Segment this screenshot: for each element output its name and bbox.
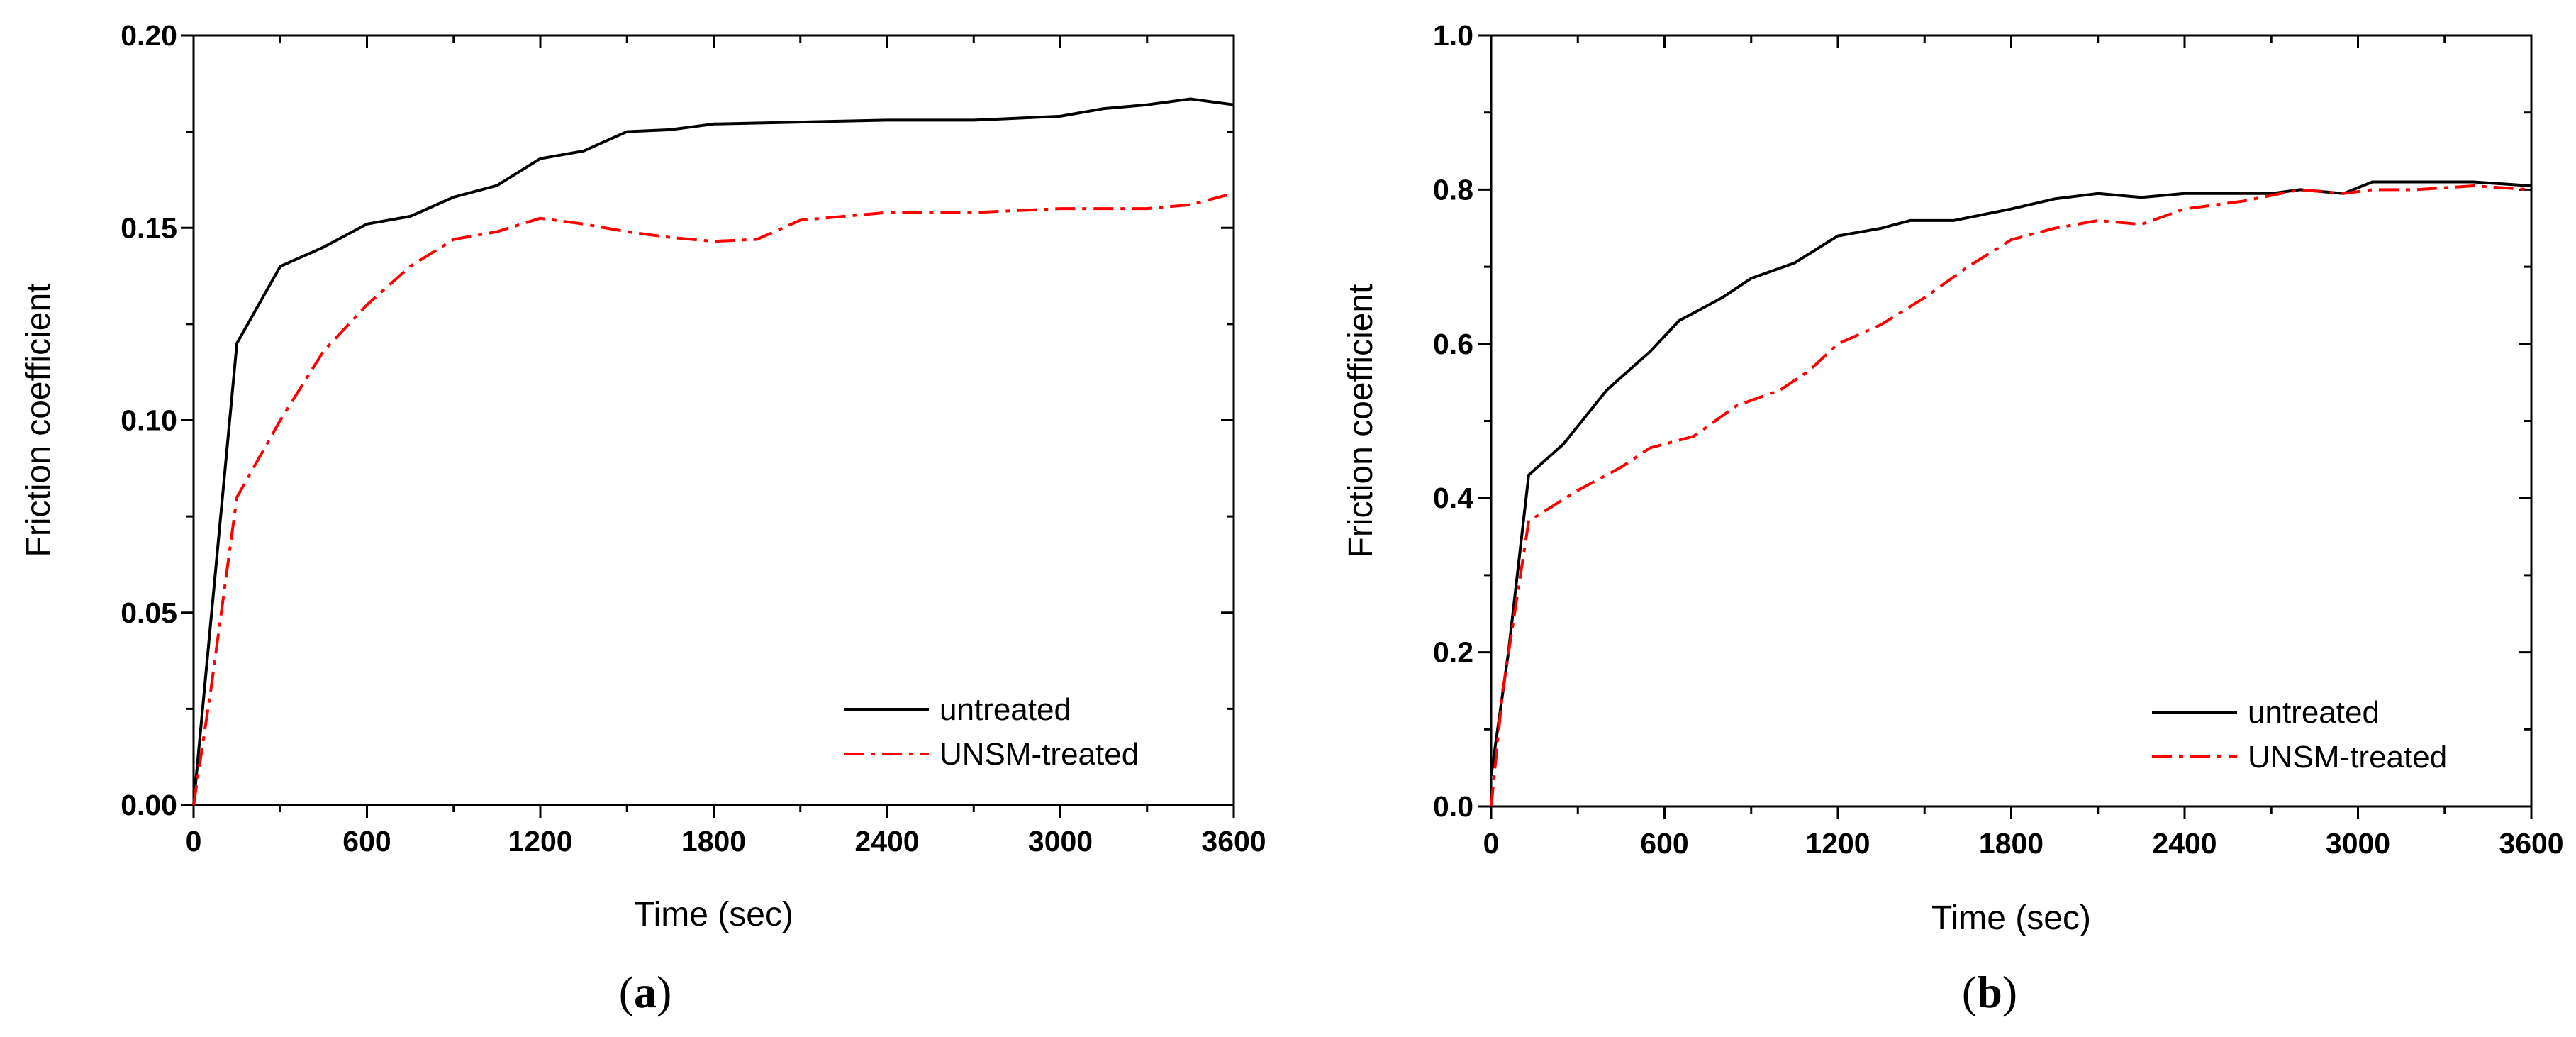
- x-tick-label: 3000: [1028, 825, 1093, 858]
- panel-a-caption: (a): [619, 967, 672, 1017]
- y-axis-title: Friction coefficient: [20, 284, 57, 558]
- series-line-unsm-treated: [1490, 184, 2532, 807]
- legend-label: UNSM-treated: [939, 737, 1139, 772]
- legend-label: UNSM-treated: [2248, 740, 2447, 775]
- plot-frame: [192, 34, 1235, 806]
- y-tick-label: 0.4: [1433, 482, 1473, 514]
- y-tick-label: 0.6: [1433, 328, 1473, 360]
- panel-a-chart: 0 600 1200 1800 2400 3000 3600 0.00 0.05 0.10 0.15…: [20, 19, 1266, 933]
- x-tick-label: 0: [186, 825, 202, 858]
- y-tick-label: 0.20: [121, 19, 177, 52]
- series-line-unsm-treated: [192, 192, 1234, 806]
- x-tick-label: 3600: [1201, 825, 1266, 858]
- x-tick-label: 1800: [1979, 827, 2043, 860]
- x-tick-label: 0: [1483, 827, 1500, 860]
- x-axis-title: Time (sec): [1931, 899, 2091, 937]
- legend-label: untreated: [939, 692, 1071, 727]
- y-tick-label: 1.0: [1433, 19, 1473, 52]
- x-tick-label: 600: [1640, 827, 1688, 860]
- x-tick-label: 2400: [854, 825, 919, 858]
- y-tick-label: 0.8: [1433, 173, 1473, 206]
- series-line-untreated: [1490, 180, 2532, 776]
- legend-label: untreated: [2248, 695, 2380, 730]
- x-axis-title: Time (sec): [634, 896, 793, 933]
- y-tick-label: 0.10: [121, 404, 177, 437]
- panel-b-chart: 0 600 1200 1800 2400 3000 3600 0.0 0.2 0.4 0.6 0.8 1…: [1342, 19, 2564, 937]
- y-tick-label: 0.2: [1433, 636, 1473, 669]
- x-tick-label: 1800: [681, 825, 746, 858]
- y-tick-label: 0.0: [1433, 790, 1473, 823]
- y-tick-label: 0.15: [121, 211, 177, 244]
- y-tick-label: 0.05: [121, 597, 177, 629]
- panel-b-caption: (b): [1962, 967, 2017, 1017]
- y-tick-label: 0.00: [121, 789, 177, 821]
- plot-frame: [1490, 34, 2533, 808]
- x-tick-label: 1200: [1805, 827, 1870, 860]
- x-tick-label: 3600: [2499, 827, 2563, 860]
- x-tick-label: 600: [342, 825, 391, 858]
- x-tick-label: 3000: [2326, 827, 2390, 860]
- y-axis-title: Friction coefficient: [1342, 284, 1380, 558]
- x-tick-label: 1200: [508, 825, 572, 858]
- series-line-untreated: [192, 97, 1234, 806]
- x-tick-label: 2400: [2152, 827, 2217, 860]
